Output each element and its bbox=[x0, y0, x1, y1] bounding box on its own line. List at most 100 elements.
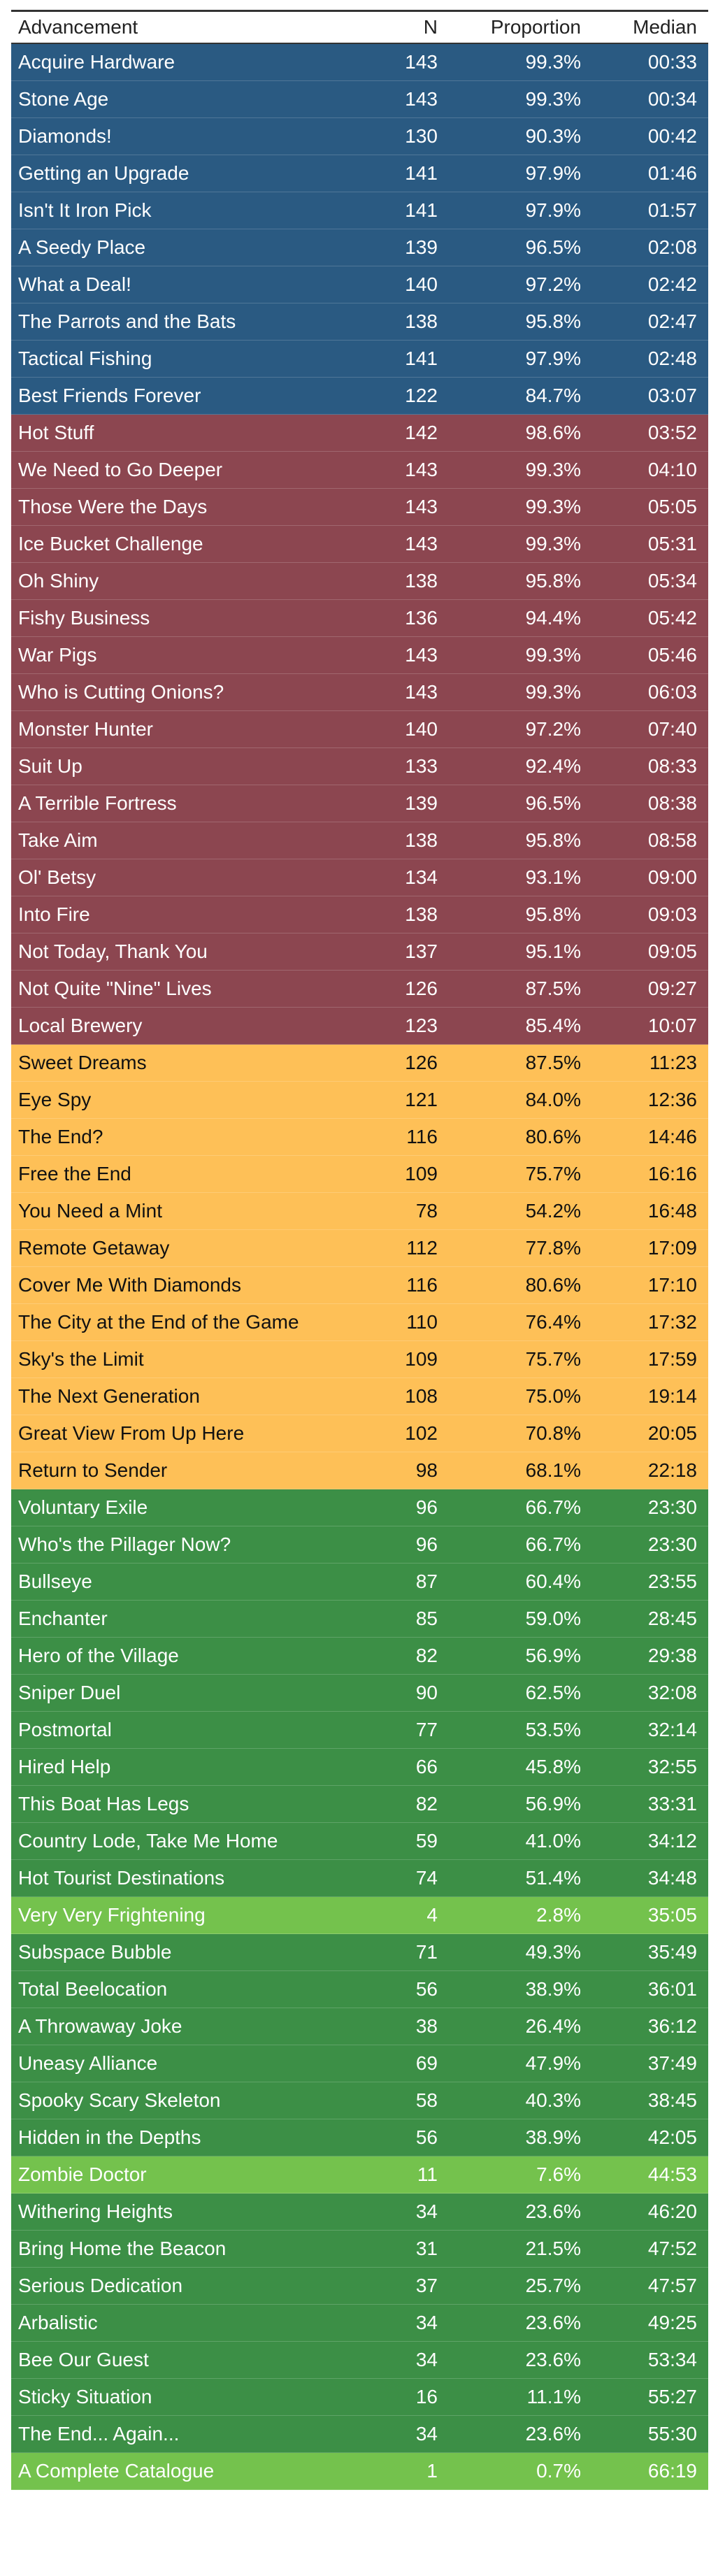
median-cell: 05:46 bbox=[647, 644, 697, 666]
n-cell: 140 bbox=[405, 273, 438, 295]
advancement-name-cell: Bullseye bbox=[18, 1570, 92, 1592]
advancement-name-cell: Best Friends Forever bbox=[18, 385, 201, 406]
table-row: Suit Up 133 92.4% 08:33 bbox=[11, 748, 708, 785]
table-row: War Pigs 143 99.3% 05:46 bbox=[11, 637, 708, 674]
proportion-cell: 80.6% bbox=[525, 1274, 581, 1296]
n-cell: 34 bbox=[415, 2349, 438, 2370]
median-cell: 16:48 bbox=[647, 1200, 697, 1222]
median-cell: 19:14 bbox=[647, 1385, 697, 1407]
proportion-cell: 75.7% bbox=[525, 1348, 581, 1370]
proportion-cell: 38.9% bbox=[525, 1978, 581, 2000]
proportion-cell: 99.3% bbox=[525, 459, 581, 480]
median-cell: 02:42 bbox=[647, 273, 697, 295]
proportion-cell: 56.9% bbox=[525, 1793, 581, 1815]
n-cell: 31 bbox=[415, 2238, 438, 2259]
median-cell: 08:58 bbox=[647, 829, 697, 851]
n-cell: 141 bbox=[405, 199, 438, 221]
n-cell: 143 bbox=[405, 459, 438, 480]
table-row: Arbalistic 34 23.6% 49:25 bbox=[11, 2305, 708, 2342]
proportion-cell: 77.8% bbox=[525, 1237, 581, 1259]
n-cell: 71 bbox=[415, 1941, 438, 1963]
proportion-cell: 59.0% bbox=[525, 1608, 581, 1629]
median-cell: 17:59 bbox=[647, 1348, 697, 1370]
proportion-cell: 92.4% bbox=[525, 755, 581, 777]
table-row: Monster Hunter 140 97.2% 07:40 bbox=[11, 711, 708, 748]
n-cell: 37 bbox=[415, 2275, 438, 2296]
n-cell: 126 bbox=[405, 1052, 438, 1073]
n-cell: 143 bbox=[405, 533, 438, 554]
n-cell: 141 bbox=[405, 348, 438, 369]
table-row: A Terrible Fortress 139 96.5% 08:38 bbox=[11, 785, 708, 822]
advancement-name-cell: Not Today, Thank You bbox=[18, 940, 208, 962]
proportion-cell: 95.8% bbox=[525, 903, 581, 925]
proportion-cell: 84.0% bbox=[525, 1089, 581, 1110]
median-cell: 55:27 bbox=[647, 2386, 697, 2407]
advancement-name-cell: Very Very Frightening bbox=[18, 1904, 206, 1926]
n-cell: 141 bbox=[405, 162, 438, 184]
median-cell: 23:55 bbox=[647, 1570, 697, 1592]
table-row: Diamonds! 130 90.3% 00:42 bbox=[11, 118, 708, 155]
table-row: Fishy Business 136 94.4% 05:42 bbox=[11, 600, 708, 637]
n-cell: 74 bbox=[415, 1867, 438, 1889]
table-row: Spooky Scary Skeleton 58 40.3% 38:45 bbox=[11, 2082, 708, 2119]
proportion-cell: 97.9% bbox=[525, 348, 581, 369]
advancement-name-cell: Subspace Bubble bbox=[18, 1941, 172, 1963]
n-cell: 108 bbox=[405, 1385, 438, 1407]
table-row: Take Aim 138 95.8% 08:58 bbox=[11, 822, 708, 859]
advancement-name-cell: The City at the End of the Game bbox=[18, 1311, 299, 1333]
table-row: Withering Heights 34 23.6% 46:20 bbox=[11, 2194, 708, 2231]
median-cell: 01:46 bbox=[647, 162, 697, 184]
proportion-cell: 80.6% bbox=[525, 1126, 581, 1147]
n-cell: 78 bbox=[415, 1200, 438, 1222]
n-cell: 56 bbox=[415, 2126, 438, 2148]
n-cell: 96 bbox=[415, 1533, 438, 1555]
table-row: You Need a Mint 78 54.2% 16:48 bbox=[11, 1193, 708, 1230]
proportion-cell: 87.5% bbox=[525, 978, 581, 999]
n-cell: 143 bbox=[405, 681, 438, 703]
proportion-cell: 0.7% bbox=[536, 2460, 581, 2482]
n-cell: 134 bbox=[405, 866, 438, 888]
advancement-name-cell: The Next Generation bbox=[18, 1385, 200, 1407]
table-header: Advancement N Proportion Median bbox=[11, 10, 708, 44]
n-cell: 34 bbox=[415, 2201, 438, 2222]
advancement-name-cell: Those Were the Days bbox=[18, 496, 208, 517]
table-row: The City at the End of the Game 110 76.4% 1… bbox=[11, 1304, 708, 1341]
table-row: Hero of the Village 82 56.9% 29:38 bbox=[11, 1638, 708, 1675]
n-cell: 82 bbox=[415, 1793, 438, 1815]
advancement-name-cell: Eye Spy bbox=[18, 1089, 92, 1110]
proportion-cell: 51.4% bbox=[525, 1867, 581, 1889]
proportion-cell: 96.5% bbox=[525, 236, 581, 258]
table-row: Enchanter 85 59.0% 28:45 bbox=[11, 1601, 708, 1638]
advancement-name-cell: Isn't It Iron Pick bbox=[18, 199, 152, 221]
proportion-cell: 99.3% bbox=[525, 51, 581, 73]
advancement-name-cell: Local Brewery bbox=[18, 1015, 143, 1036]
median-cell: 34:12 bbox=[647, 1830, 697, 1852]
median-cell: 11:23 bbox=[649, 1052, 697, 1073]
median-cell: 36:01 bbox=[647, 1978, 697, 2000]
n-cell: 34 bbox=[415, 2312, 438, 2333]
table-row: Free the End 109 75.7% 16:16 bbox=[11, 1156, 708, 1193]
advancement-name-cell: Hero of the Village bbox=[18, 1645, 179, 1666]
median-cell: 04:10 bbox=[647, 459, 697, 480]
median-cell: 53:34 bbox=[647, 2349, 697, 2370]
n-cell: 82 bbox=[415, 1645, 438, 1666]
proportion-cell: 98.6% bbox=[525, 422, 581, 443]
advancement-name-cell: Sniper Duel bbox=[18, 1682, 121, 1703]
header-median: Median bbox=[633, 16, 697, 38]
median-cell: 09:27 bbox=[647, 978, 697, 999]
header-proportion: Proportion bbox=[490, 16, 581, 38]
median-cell: 12:36 bbox=[647, 1089, 697, 1110]
advancement-name-cell: Total Beelocation bbox=[18, 1978, 168, 2000]
median-cell: 49:25 bbox=[647, 2312, 697, 2333]
table-row: Hot Tourist Destinations 74 51.4% 34:48 bbox=[11, 1860, 708, 1897]
median-cell: 01:57 bbox=[647, 199, 697, 221]
advancement-name-cell: Hidden in the Depths bbox=[18, 2126, 201, 2148]
advancement-name-cell: You Need a Mint bbox=[18, 1200, 162, 1222]
proportion-cell: 2.8% bbox=[536, 1904, 581, 1926]
n-cell: 4 bbox=[426, 1904, 438, 1926]
table-row: Best Friends Forever 122 84.7% 03:07 bbox=[11, 378, 708, 415]
n-cell: 34 bbox=[415, 2423, 438, 2445]
median-cell: 16:16 bbox=[647, 1163, 697, 1185]
median-cell: 42:05 bbox=[647, 2126, 697, 2148]
median-cell: 37:49 bbox=[647, 2052, 697, 2074]
